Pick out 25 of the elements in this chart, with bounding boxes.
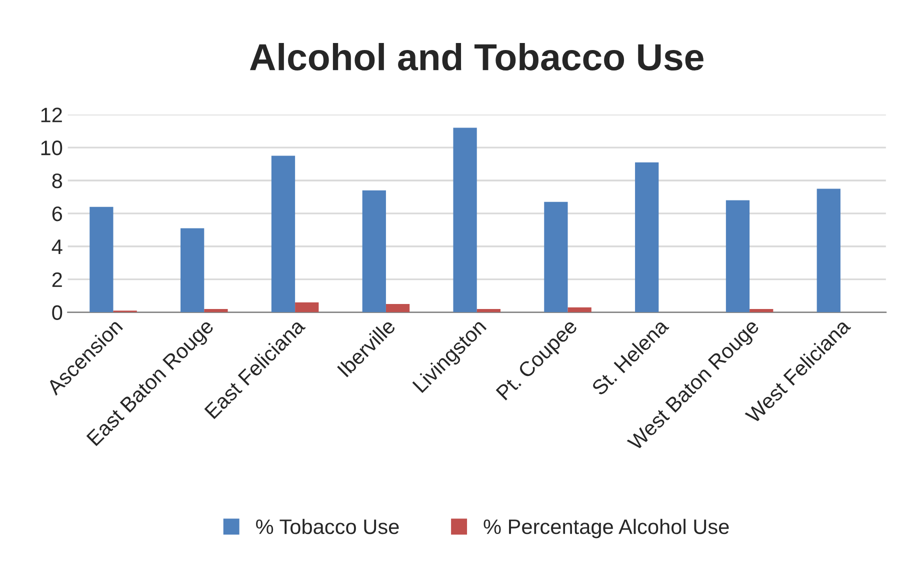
bar bbox=[295, 302, 319, 312]
bar bbox=[750, 308, 774, 312]
bar bbox=[204, 308, 228, 312]
y-tick-label: 0 bbox=[52, 305, 62, 320]
bar bbox=[568, 307, 592, 312]
y-tick-label: 4 bbox=[52, 240, 62, 254]
bar bbox=[476, 308, 500, 312]
y-tick-label: 6 bbox=[52, 206, 62, 222]
y-tick-label: 10 bbox=[41, 140, 62, 156]
bar bbox=[635, 162, 659, 312]
bar bbox=[386, 304, 410, 312]
bar bbox=[816, 188, 840, 312]
y-tick-label: 2 bbox=[52, 272, 62, 287]
bar bbox=[180, 228, 204, 312]
bar bbox=[90, 206, 114, 312]
chart-title: Alcohol and Tobacco Use bbox=[250, 42, 704, 71]
bar bbox=[362, 190, 386, 312]
y-tick-label: 12 bbox=[41, 108, 62, 122]
legend-label: % Percentage Alcohol Use bbox=[484, 518, 729, 538]
bar bbox=[726, 200, 750, 312]
bar bbox=[453, 128, 477, 312]
y-tick-label: 8 bbox=[52, 173, 62, 188]
legend-label: % Tobacco Use bbox=[256, 518, 399, 534]
bar bbox=[544, 202, 568, 312]
bar bbox=[271, 156, 296, 312]
